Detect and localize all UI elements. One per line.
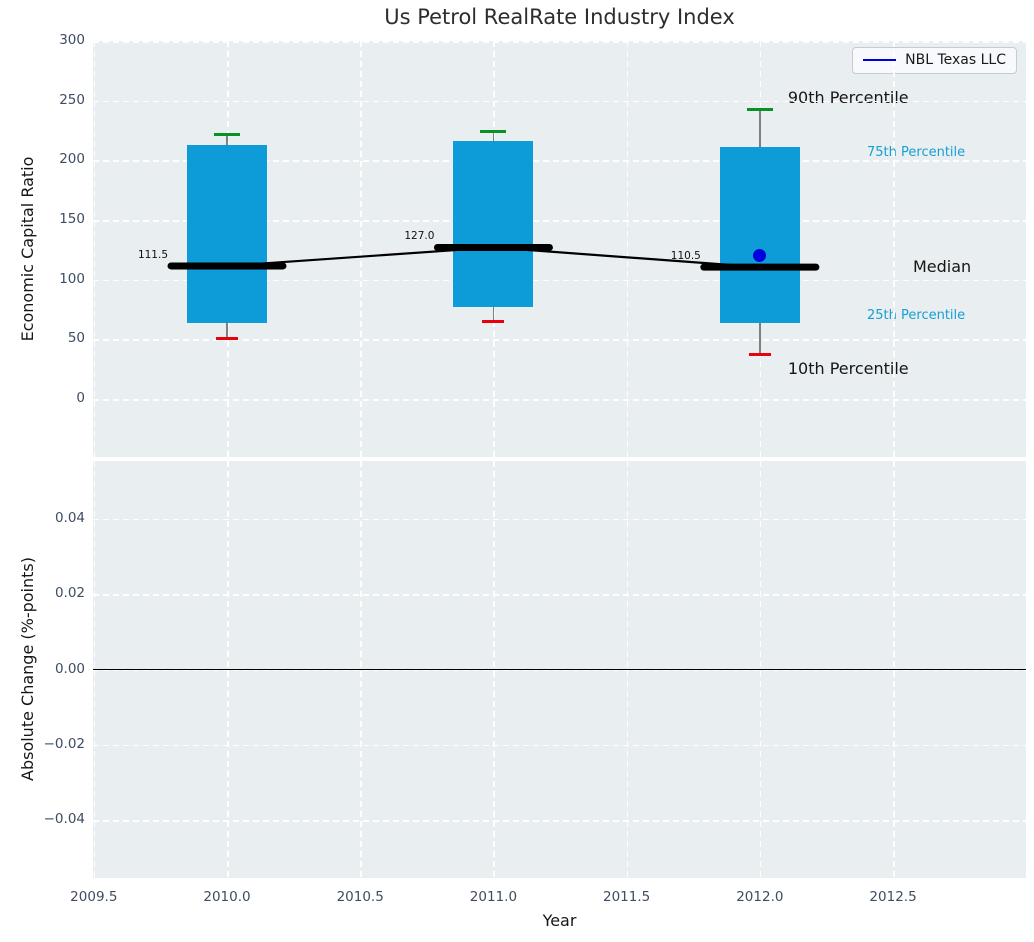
gridline-y — [93, 594, 1026, 596]
gridline-y — [93, 519, 1026, 521]
bottom-y-tick-label: 0.00 — [35, 661, 85, 677]
x-axis-label: Year — [93, 911, 1026, 930]
x-tick-label: 2012.5 — [858, 889, 928, 905]
zero-reference-line — [93, 669, 1026, 671]
top-plot-area: NBL Texas LLC 90th Percentile 75th Perce… — [93, 41, 1026, 457]
x-tick-label: 2011.0 — [458, 889, 528, 905]
bottom-y-tick-label: −0.04 — [35, 811, 85, 827]
bottom-y-tick-label: 0.02 — [35, 585, 85, 601]
top-y-tick-label: 0 — [35, 390, 85, 406]
gridline-y — [93, 745, 1026, 747]
figure: Us Petrol RealRate Industry Index Econom… — [0, 0, 1034, 942]
bottom-plot-area — [93, 461, 1026, 878]
top-y-tick-label: 50 — [35, 330, 85, 346]
x-tick-label: 2012.0 — [725, 889, 795, 905]
x-tick-label: 2009.5 — [59, 889, 129, 905]
bottom-y-tick-label: −0.02 — [35, 736, 85, 752]
top-y-tick-label: 100 — [35, 271, 85, 287]
top-y-tick-label: 150 — [35, 211, 85, 227]
top-y-tick-label: 200 — [35, 151, 85, 167]
top-y-tick-label: 250 — [35, 92, 85, 108]
top-y-tick-label: 300 — [35, 32, 85, 48]
x-tick-label: 2011.5 — [592, 889, 662, 905]
bottom-y-tick-label: 0.04 — [35, 510, 85, 526]
x-tick-label: 2010.0 — [192, 889, 262, 905]
gridline-y — [93, 820, 1026, 822]
median-line-layer — [93, 41, 1026, 457]
x-tick-label: 2010.5 — [325, 889, 395, 905]
chart-title: Us Petrol RealRate Industry Index — [93, 5, 1026, 29]
